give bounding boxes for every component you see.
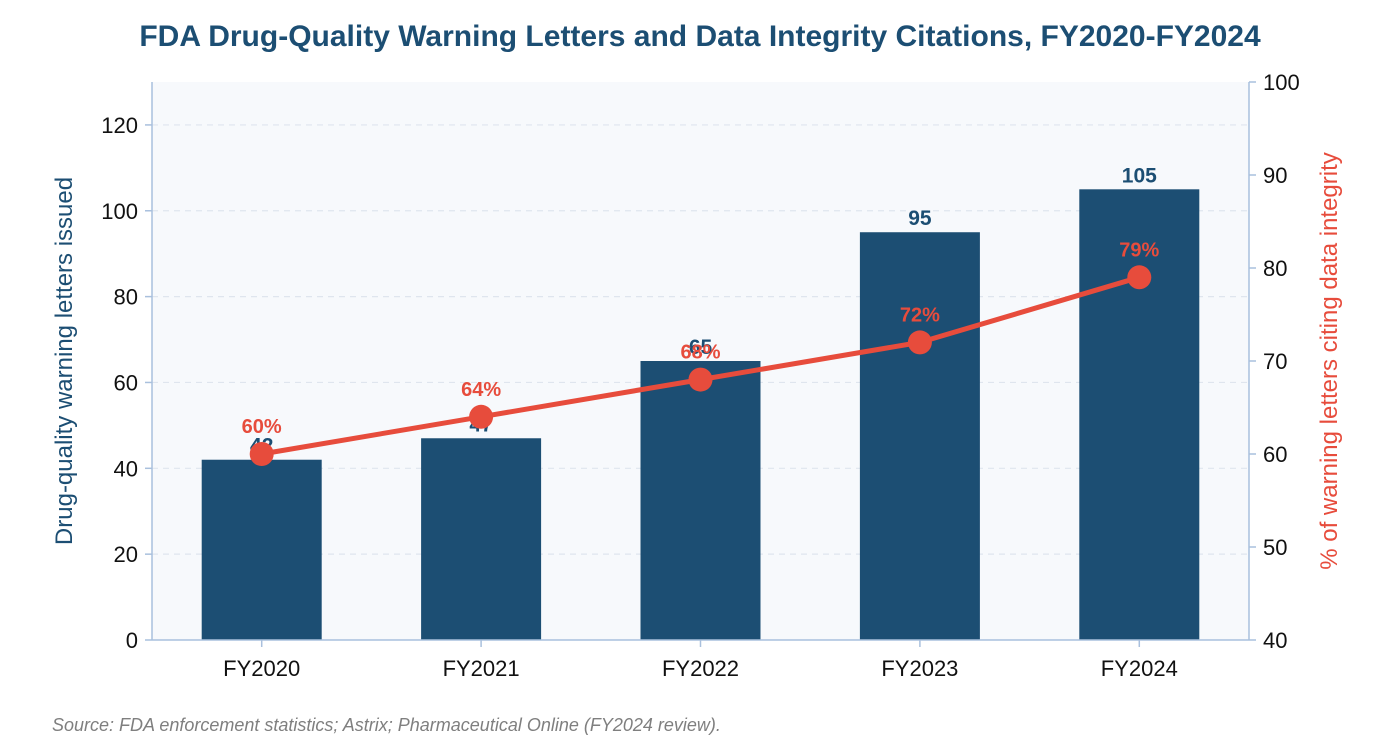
x-tick-label: FY2022 (662, 656, 739, 681)
rate-value-label: 72% (900, 304, 940, 326)
right-axis-title: % of warning letters citing data integri… (1316, 152, 1343, 570)
left-tick-label: 0 (126, 628, 138, 653)
left-axis-ticks: 0 20 40 60 80 100 120 (101, 113, 152, 653)
left-axis-title: Drug-quality warning letters issued (51, 177, 78, 545)
bar-value-label: 95 (908, 207, 932, 230)
source-note: Source: FDA enforcement statistics; Astr… (52, 715, 721, 735)
rate-point (1127, 265, 1152, 290)
rate-value-label: 79% (1119, 239, 1159, 261)
right-tick-label: 40 (1263, 628, 1287, 653)
line-data-labels: 60% 64% 68% 72% 79% (242, 239, 1160, 438)
rate-point (249, 442, 274, 466)
x-tick-label: FY2023 (881, 656, 958, 681)
rate-value-label: 64% (461, 379, 501, 401)
right-tick-label: 60 (1263, 442, 1287, 467)
rate-point (688, 367, 713, 392)
right-tick-label: 70 (1263, 349, 1287, 374)
x-tick-label: FY2020 (223, 656, 300, 681)
x-tick-label: FY2024 (1101, 656, 1178, 681)
bar-value-label: 105 (1122, 164, 1157, 187)
rate-point (907, 330, 932, 355)
left-tick-label: 80 (114, 285, 138, 310)
x-axis-ticks: FY2020 FY2021 FY2022 FY2023 FY2024 (223, 640, 1178, 681)
x-tick-label: FY2021 (443, 656, 520, 681)
chart-title: FDA Drug-Quality Warning Letters and Dat… (139, 20, 1261, 53)
rate-line-series (249, 265, 1152, 466)
left-tick-label: 60 (114, 370, 138, 395)
rate-value-label: 60% (242, 416, 282, 438)
right-axis-ticks: 40 50 60 70 80 90 100 (1249, 70, 1300, 653)
right-tick-label: 80 (1263, 256, 1287, 281)
bar (640, 361, 761, 640)
bar (201, 459, 322, 640)
left-tick-label: 20 (114, 542, 138, 567)
right-tick-label: 90 (1263, 163, 1287, 188)
rate-point (469, 404, 494, 429)
bar (1079, 189, 1200, 641)
right-tick-label: 50 (1263, 535, 1287, 560)
rate-value-label: 68% (680, 342, 720, 364)
bar (421, 438, 542, 640)
left-tick-label: 100 (101, 199, 138, 224)
bars (201, 189, 1200, 641)
bar-value-label: 65 (689, 336, 713, 359)
right-tick-label: 100 (1263, 70, 1300, 95)
bar (859, 232, 980, 640)
left-tick-label: 120 (101, 113, 138, 138)
left-tick-label: 40 (114, 456, 138, 481)
